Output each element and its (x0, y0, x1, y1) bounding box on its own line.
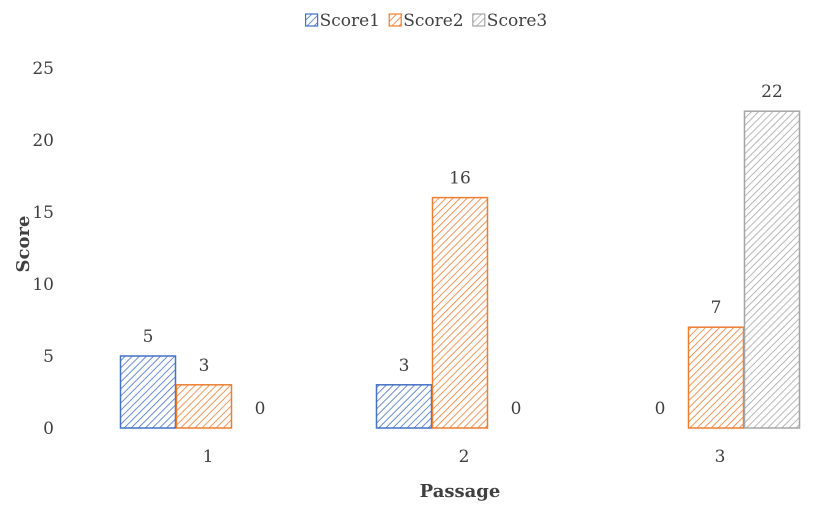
x-tick-label: 1 (203, 447, 214, 467)
data-label: 3 (199, 356, 210, 376)
bar-score2-1 (175, 384, 233, 429)
bar-score1-2 (375, 384, 433, 429)
legend: Score1 Score2 Score3 (305, 11, 547, 31)
data-labels: 5 3 0 3 16 0 0 7 22 (143, 82, 783, 419)
y-axis-ticks: 0 5 10 15 20 25 (32, 59, 54, 439)
x-tick-label: 2 (459, 447, 470, 467)
data-label: 7 (711, 298, 722, 318)
legend-item-score2: Score2 (388, 11, 464, 31)
y-tick-label: 15 (32, 203, 54, 223)
bar-score2-3 (687, 326, 745, 429)
y-tick-label: 5 (43, 347, 54, 367)
data-label: 0 (655, 399, 666, 419)
x-axis-ticks: 1 2 3 (203, 447, 726, 467)
bars (119, 110, 801, 429)
bar-score1-1 (119, 355, 177, 429)
y-tick-label: 20 (32, 131, 54, 151)
legend-item-score1: Score1 (305, 11, 380, 31)
legend-swatch (388, 13, 402, 27)
bar-score2-2 (431, 196, 489, 429)
data-label: 0 (255, 399, 266, 419)
data-label: 22 (761, 82, 783, 102)
data-label: 0 (511, 399, 522, 419)
x-tick-label: 3 (715, 447, 726, 467)
data-label: 5 (143, 327, 154, 347)
legend-swatch (305, 13, 319, 27)
data-label: 3 (399, 356, 410, 376)
y-tick-label: 25 (32, 59, 54, 79)
legend-label: Score1 (320, 11, 380, 31)
x-axis-title: Passage (420, 481, 501, 502)
legend-label: Score2 (403, 11, 463, 31)
y-tick-label: 0 (43, 419, 54, 439)
data-label: 16 (449, 169, 471, 189)
legend-label: Score3 (487, 11, 547, 31)
legend-swatch (472, 13, 486, 27)
y-axis-title: Score (13, 216, 34, 273)
legend-item-score3: Score3 (472, 11, 547, 31)
y-tick-label: 10 (32, 275, 54, 295)
bar-score3-3 (743, 110, 801, 429)
